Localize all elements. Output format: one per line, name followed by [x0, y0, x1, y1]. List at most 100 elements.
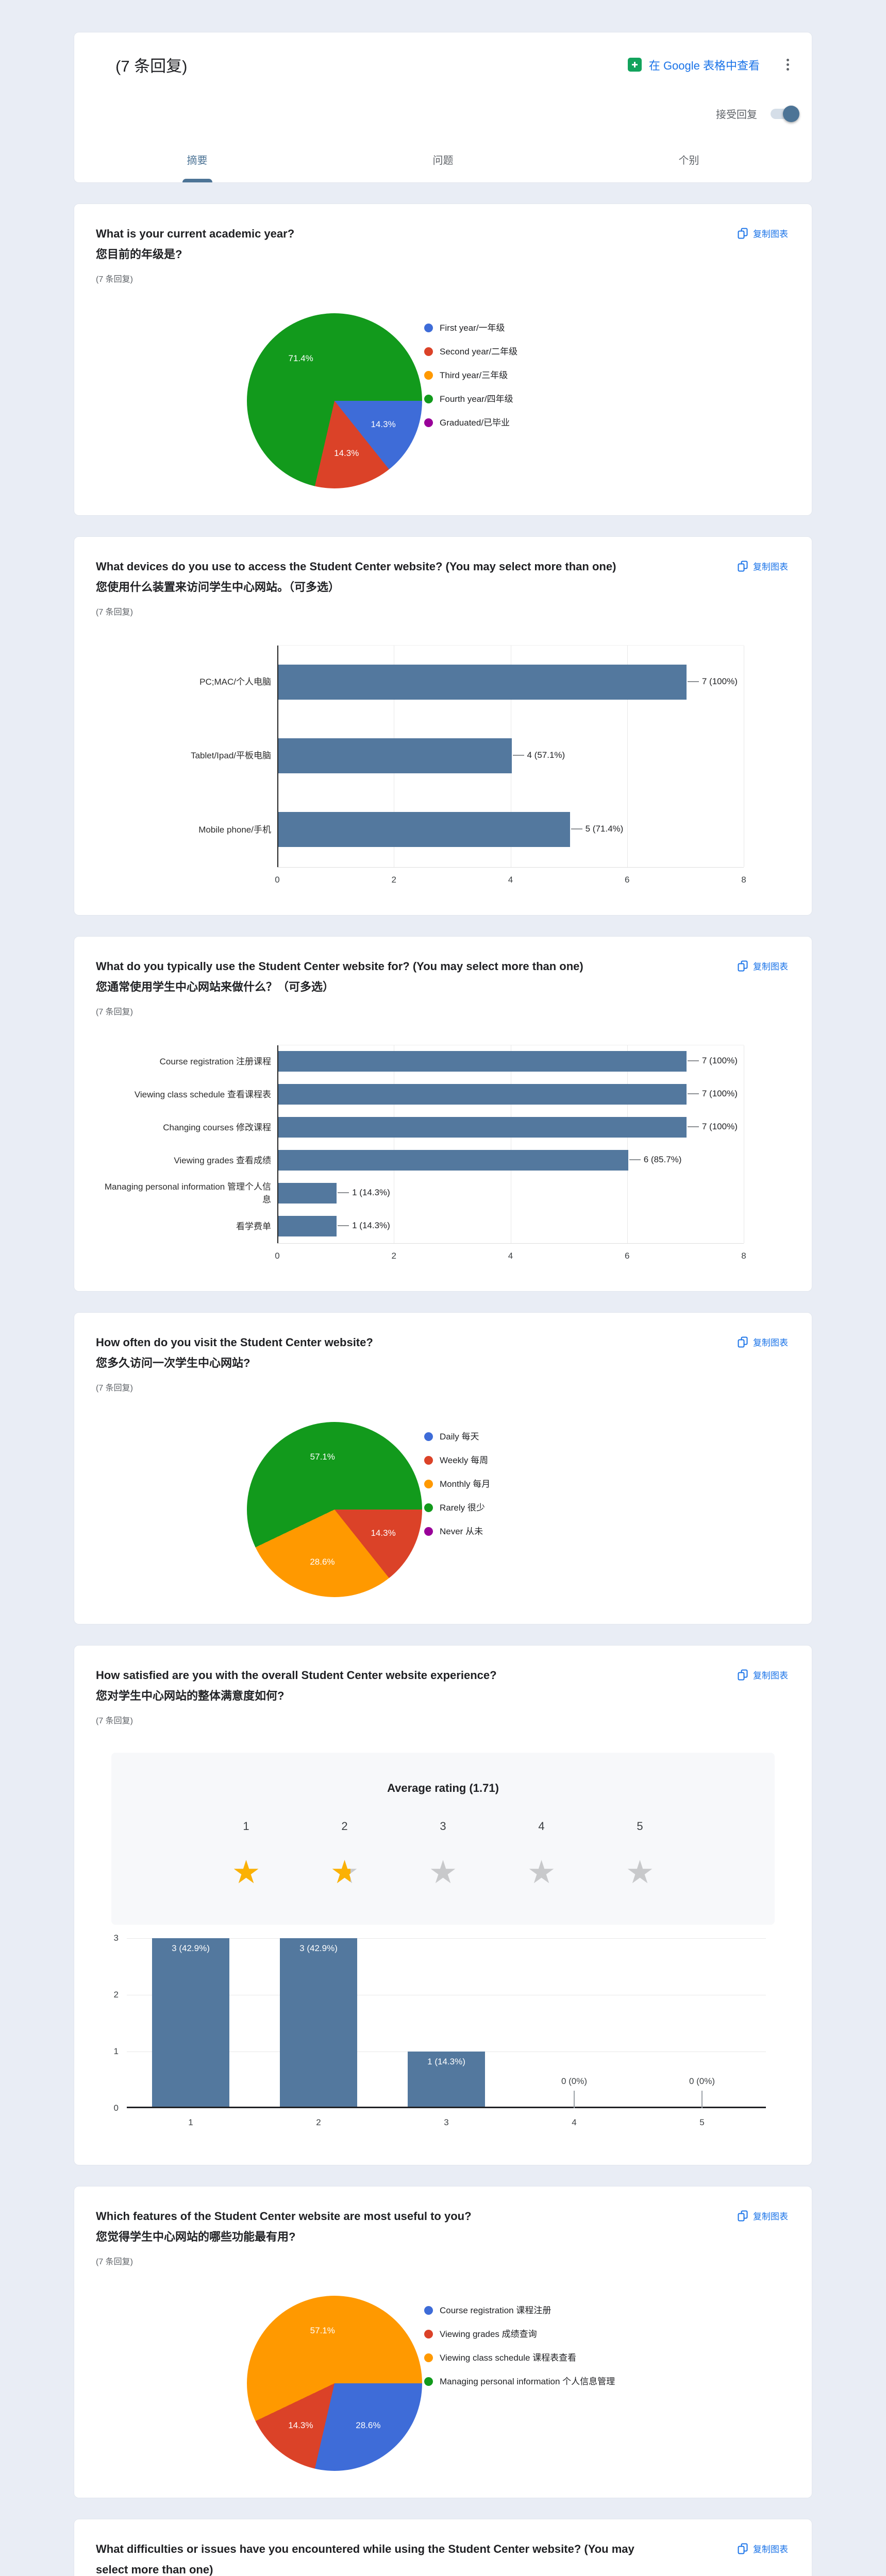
legend-label: Rarely 很少: [440, 1503, 485, 1513]
legend-item: Second year/二年级: [424, 345, 666, 359]
copy-chart-label: 复制图表: [753, 2545, 788, 2554]
bar-category-label: Changing courses 修改课程: [163, 1122, 271, 1132]
kebab-menu-icon[interactable]: [783, 56, 792, 74]
tab-summary[interactable]: 摘要: [74, 140, 320, 182]
copy-chart-button[interactable]: 复制图表: [735, 957, 790, 974]
copy-icon: [738, 1669, 748, 1680]
axis-tick-label: 4: [572, 2117, 577, 2127]
value-connector-line: [571, 828, 582, 830]
star-fill-overlay: ★: [330, 1857, 351, 1889]
legend-item: Rarely 很少: [424, 1501, 666, 1515]
bar-value-text: 6 (85.7%): [643, 1155, 682, 1164]
pie-slice-label: 28.6%: [310, 1557, 335, 1567]
copy-chart-label: 复制图表: [753, 1671, 788, 1681]
value-connector-line: [687, 1126, 699, 1127]
value-connector-line: [687, 1093, 699, 1094]
copy-chart-button[interactable]: 复制图表: [735, 225, 790, 242]
rating-slot: 4 ★: [492, 1820, 591, 1889]
copy-chart-button[interactable]: 复制图表: [735, 557, 790, 574]
axis-tick-label: 2: [391, 875, 396, 885]
tab-individual[interactable]: 个别: [566, 140, 812, 182]
toggle-thumb: [783, 105, 799, 122]
bar: [408, 2052, 485, 2107]
legend-color-dot: [424, 324, 433, 332]
bar-value-label: 4 (57.1%): [512, 750, 565, 760]
pie-slice-label: 71.4%: [288, 353, 313, 363]
legend-item: First year/一年级: [424, 321, 666, 335]
pie-chart: 28.6% 14.3% 57.1%: [247, 2296, 422, 2471]
legend-item: Viewing grades 成绩查询: [424, 2328, 666, 2341]
pie-slice-label: 57.1%: [310, 2325, 335, 2335]
rating-slot: 5 ★: [591, 1820, 689, 1889]
star-icon: ★: [527, 1855, 556, 1890]
bar-value-text: 7 (100%): [701, 1122, 738, 1131]
pie-slice-label: 14.3%: [334, 448, 359, 459]
rating-slot: 2 ★ ★: [295, 1820, 394, 1889]
bar: [280, 1938, 357, 2107]
rating-distribution-chart: 3 (42.9%) 3 (42.9%) 1 (14.3%) 0 (0%) 0 (0%) 0…: [96, 1933, 790, 2142]
axis-tick-label: 6: [625, 1251, 630, 1261]
pie-slice-label: 14.3%: [288, 2420, 313, 2430]
question-title-en: How satisfied are you with the overall S…: [96, 1669, 497, 1682]
bar-value-label: 7 (100%): [687, 676, 738, 687]
legend-item: Weekly 每周: [424, 1454, 666, 1467]
google-sheets-icon: [627, 58, 642, 72]
value-connector-line: [629, 1159, 641, 1160]
question-card: What devices do you use to access the St…: [74, 536, 812, 916]
value-connector-line: [574, 2091, 575, 2108]
question-card: How satisfied are you with the overall S…: [74, 1645, 812, 2165]
copy-chart-label: 复制图表: [753, 2212, 788, 2222]
bar-category-label: Managing personal information 管理个人信息: [104, 1182, 271, 1205]
legend-color-dot: [424, 418, 433, 427]
rating-scale-number: 2: [341, 1820, 348, 1833]
legend-label: Weekly 每周: [440, 1455, 489, 1465]
legend-label: Never 从未: [440, 1527, 483, 1536]
axis-tick-label: 6: [625, 875, 630, 885]
header-card: (7 条回复) 在 Google 表格中查看 接受回复 摘要 问题 个别: [74, 32, 812, 183]
value-connector-line: [338, 1225, 349, 1226]
bar-value-text: 7 (100%): [701, 1089, 738, 1098]
copy-icon: [738, 960, 748, 971]
legend-color-dot: [424, 1503, 433, 1512]
axis-tick-label: 3: [113, 1933, 119, 1943]
copy-chart-button[interactable]: 复制图表: [735, 2540, 790, 2557]
copy-chart-button[interactable]: 复制图表: [735, 1666, 790, 1683]
response-count: (7 条回复): [96, 608, 133, 617]
copy-chart-label: 复制图表: [753, 562, 788, 572]
axis-tick-label: 2: [391, 1251, 396, 1261]
header-top-row: (7 条回复) 在 Google 表格中查看: [74, 32, 812, 76]
copy-chart-button[interactable]: 复制图表: [735, 1333, 790, 1350]
rating-slot: 3 ★: [394, 1820, 492, 1889]
axis-tick-label: 1: [113, 2046, 119, 2056]
tab-question[interactable]: 问题: [320, 140, 566, 182]
legend-color-dot: [424, 2377, 433, 2386]
bar-value-label: 1 (14.3%): [427, 2057, 465, 2066]
question-title-zh: 您目前的年级是?: [96, 248, 182, 261]
value-connector-line: [512, 755, 524, 756]
average-rating-label: Average rating (1.71): [387, 1782, 499, 1794]
legend-color-dot: [424, 371, 433, 380]
copy-chart-label: 复制图表: [753, 962, 788, 972]
copy-chart-label: 复制图表: [753, 1338, 788, 1348]
value-connector-line: [687, 1060, 699, 1061]
x-axis-line: [127, 2107, 766, 2108]
star-icon: ★ ★: [330, 1855, 359, 1890]
legend-color-dot: [424, 1456, 433, 1465]
copy-chart-button[interactable]: 复制图表: [735, 2207, 790, 2224]
legend-label: Viewing class schedule 课程表查看: [440, 2353, 577, 2363]
view-in-sheets-link[interactable]: 在 Google 表格中查看: [627, 57, 760, 73]
question-title-en: What is your current academic year?: [96, 227, 295, 240]
header-actions: 在 Google 表格中查看: [627, 56, 792, 74]
bar-value-text: 1 (14.3%): [352, 1188, 390, 1197]
pie-chart-block: 14.3% 14.3% 71.4% First year/一年级 Second year…: [96, 313, 790, 493]
axis-tick-label: 4: [508, 1251, 513, 1261]
bar: [278, 1117, 687, 1138]
y-axis-line: [277, 646, 278, 867]
bar: [278, 664, 687, 700]
bar-value-label: 3 (42.9%): [299, 1943, 338, 1953]
axis-tick-label: 2: [316, 2117, 321, 2127]
legend-item: Fourth year/四年级: [424, 393, 666, 406]
bar-category-label: 看学费单: [236, 1221, 271, 1231]
accepting-responses-toggle[interactable]: [771, 105, 799, 122]
